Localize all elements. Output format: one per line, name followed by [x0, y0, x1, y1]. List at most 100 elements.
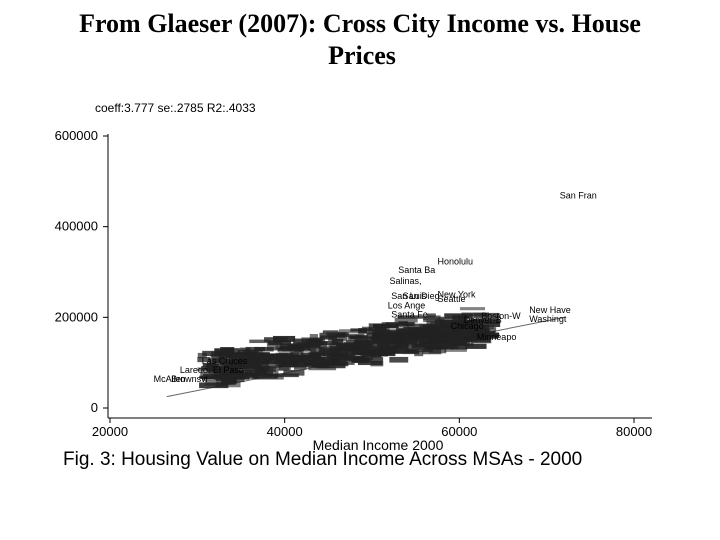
city-label: San Dieg [403, 291, 440, 301]
city-point [202, 350, 232, 357]
city-point [315, 340, 339, 346]
city-point [223, 363, 241, 369]
figure-caption: Fig. 3: Housing Value on Median Income A… [63, 449, 583, 470]
city-point [471, 321, 501, 327]
city-point [277, 356, 305, 361]
city-label: Denver-B [464, 315, 502, 325]
city-label: New Have [529, 305, 571, 315]
city-point [435, 336, 465, 341]
city-point [419, 340, 434, 344]
city-point [406, 323, 434, 327]
city-point [285, 362, 300, 367]
city-point [206, 363, 233, 369]
city-point [275, 352, 294, 358]
city-point [283, 369, 305, 376]
city-point [379, 346, 398, 352]
slide-title: From Glaeser (2007): Cross City Income v… [0, 8, 720, 72]
city-label: Boston-W [481, 311, 521, 321]
city-point [334, 358, 347, 362]
city-point [357, 345, 385, 351]
city-point [458, 314, 467, 321]
x-tick-label: 60000 [441, 424, 477, 439]
city-point [227, 370, 238, 374]
y-tick-label: 0 [91, 400, 98, 415]
city-label: Santa Ba [398, 265, 435, 275]
city-point [207, 366, 230, 373]
city-point [254, 346, 266, 352]
city-point [208, 369, 225, 374]
city-point [251, 358, 270, 362]
city-point [427, 339, 455, 345]
city-point [452, 343, 474, 347]
city-label: Laredo, El Paso [180, 365, 244, 375]
city-point [223, 379, 238, 383]
city-point [308, 366, 337, 371]
city-point [437, 317, 466, 321]
city-point [328, 335, 348, 341]
city-point [246, 361, 262, 366]
y-tick-label: 400000 [55, 219, 98, 234]
city-point [450, 324, 478, 331]
city-point [473, 312, 500, 319]
city-point [370, 361, 384, 367]
city-point [237, 358, 255, 363]
city-point [311, 362, 329, 368]
x-axis-label: Median Income 2000 [313, 437, 444, 450]
city-point [439, 343, 455, 347]
city-label: McAllen [154, 374, 186, 384]
city-point [320, 335, 337, 340]
y-tick-label: 600000 [55, 128, 98, 143]
city-point [357, 361, 383, 366]
city-point [332, 355, 361, 360]
city-point [451, 325, 462, 332]
city-point [363, 339, 391, 346]
city-point [397, 315, 424, 319]
city-label: San Luis [391, 291, 427, 301]
city-point [339, 329, 368, 334]
city-point [423, 315, 441, 321]
city-point [309, 353, 322, 359]
city-point [245, 349, 263, 355]
city-point [226, 353, 244, 358]
city-label: Seattle [438, 294, 466, 304]
scatter-chart: coeff:3.777 se:.2785 R2:.4033 20000 40000… [55, 101, 652, 450]
city-point [380, 331, 397, 337]
city-point [375, 328, 386, 333]
city-point [334, 333, 365, 338]
slide-title-line1: From Glaeser (2007): Cross City Income v… [79, 9, 641, 38]
city-point [308, 346, 326, 351]
city-point [294, 364, 307, 370]
city-point [448, 320, 461, 325]
city-point [406, 338, 426, 343]
city-point [414, 351, 424, 357]
city-point [475, 331, 495, 335]
city-point [278, 365, 291, 371]
city-label: Santa Fe [391, 309, 428, 319]
city-label: Las Cruces [202, 356, 248, 366]
plot-area: 20000 40000 60000 80000 0 200000 400000 600000 S… [55, 128, 652, 439]
x-tick-label: 80000 [616, 424, 652, 439]
city-point [414, 343, 442, 348]
city-point [293, 346, 302, 353]
city-point [218, 372, 229, 377]
city-point [243, 372, 254, 376]
city-point [426, 313, 436, 318]
city-point [213, 358, 228, 363]
city-point [396, 333, 407, 339]
city-point [391, 350, 403, 354]
city-point [284, 360, 306, 364]
city-point [211, 361, 230, 366]
city-point [444, 346, 467, 352]
city-point [230, 360, 241, 366]
city-point [413, 332, 442, 337]
city-point [332, 350, 354, 355]
city-point [214, 374, 237, 380]
city-point [238, 369, 268, 374]
city-label: Chicago [451, 321, 484, 331]
city-point [475, 333, 499, 339]
city-point [453, 331, 466, 337]
city-point [260, 365, 269, 371]
city-point [273, 335, 296, 342]
city-point [322, 330, 339, 334]
city-point [260, 354, 282, 361]
